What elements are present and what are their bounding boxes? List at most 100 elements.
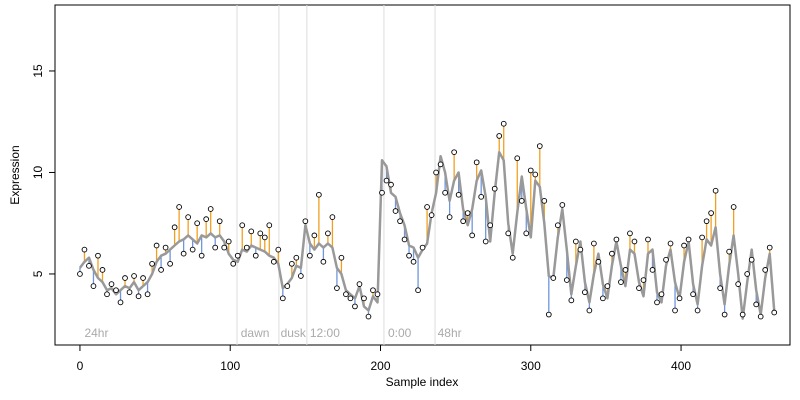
data-point — [284, 283, 291, 289]
data-point — [347, 295, 354, 302]
data-point — [703, 218, 710, 225]
data-point — [316, 191, 322, 198]
data-point — [694, 307, 701, 314]
data-point — [568, 297, 575, 304]
data-point — [171, 224, 178, 231]
data-point — [307, 252, 313, 259]
data-point — [762, 267, 769, 273]
data-point — [108, 281, 115, 287]
data-point — [131, 273, 137, 279]
data-point — [545, 311, 552, 318]
data-point — [293, 254, 300, 261]
data-point — [392, 208, 399, 214]
data-point — [374, 291, 381, 298]
x-axis-label: Sample index — [386, 375, 459, 389]
annotation: dusk — [281, 326, 307, 340]
data-point — [631, 238, 638, 245]
data-point — [117, 299, 124, 306]
data-point — [627, 230, 633, 237]
data-point — [442, 189, 448, 196]
data-point — [748, 256, 755, 263]
annotation: 12:00 — [310, 326, 340, 340]
data-point — [708, 210, 714, 216]
data-point — [424, 204, 430, 210]
data-point — [726, 248, 732, 255]
data-point — [757, 313, 764, 320]
data-point — [361, 295, 367, 302]
data-point — [464, 210, 471, 216]
data-point — [645, 236, 651, 243]
data-point — [541, 198, 548, 204]
data-point — [81, 246, 88, 253]
data-point — [771, 309, 778, 316]
data-point — [550, 275, 557, 281]
data-point — [352, 303, 358, 310]
data-point — [149, 260, 155, 267]
data-point — [383, 177, 390, 184]
x-tick-label: 300 — [521, 359, 541, 373]
data-point — [104, 291, 110, 298]
data-point — [212, 244, 219, 251]
data-point — [144, 291, 151, 298]
data-point — [455, 191, 462, 198]
data-point — [600, 295, 606, 302]
data-point — [275, 246, 282, 253]
data-point — [460, 218, 466, 225]
annotation: 48hr — [438, 326, 462, 340]
data-point — [699, 234, 705, 241]
data-point — [298, 273, 304, 279]
data-point — [433, 169, 439, 176]
data-point — [135, 293, 142, 300]
data-point — [329, 214, 336, 220]
data-point — [744, 271, 751, 277]
data-point — [302, 218, 309, 225]
data-point — [509, 254, 516, 261]
data-point — [90, 283, 97, 289]
data-point — [482, 238, 489, 245]
data-point — [234, 252, 241, 259]
data-point — [636, 285, 642, 292]
data-point — [730, 204, 737, 210]
data-point — [320, 258, 327, 265]
data-point — [609, 250, 615, 257]
data-point — [257, 230, 264, 237]
data-point — [712, 187, 719, 194]
data-point — [672, 307, 678, 314]
data-point — [663, 256, 669, 263]
data-point — [77, 271, 83, 277]
data-point — [343, 291, 349, 298]
data-point — [122, 275, 128, 281]
data-point — [162, 244, 169, 251]
data-point — [437, 161, 444, 168]
data-point — [582, 289, 588, 296]
y-tick-label: 15 — [31, 64, 45, 78]
data-point — [419, 244, 426, 251]
data-point — [203, 216, 210, 222]
data-point — [527, 167, 534, 174]
data-point — [478, 193, 485, 200]
data-point — [356, 281, 363, 287]
data-point — [401, 236, 408, 243]
x-tick-label: 100 — [220, 359, 240, 373]
data-point — [185, 214, 191, 220]
data-point — [649, 267, 656, 273]
data-point — [591, 240, 597, 247]
data-point — [198, 252, 205, 259]
data-point — [311, 232, 318, 239]
data-point — [410, 258, 417, 265]
data-point — [554, 222, 561, 229]
data-point — [216, 218, 223, 225]
data-point — [167, 260, 173, 267]
data-point — [654, 299, 660, 306]
data-point — [140, 275, 146, 281]
data-point — [500, 120, 507, 127]
data-point — [334, 285, 340, 292]
data-point — [595, 258, 602, 265]
data-point — [640, 277, 647, 283]
data-point — [735, 281, 742, 287]
data-point — [667, 240, 674, 247]
data-point — [338, 254, 345, 261]
data-point — [225, 238, 232, 245]
data-point — [577, 246, 584, 253]
